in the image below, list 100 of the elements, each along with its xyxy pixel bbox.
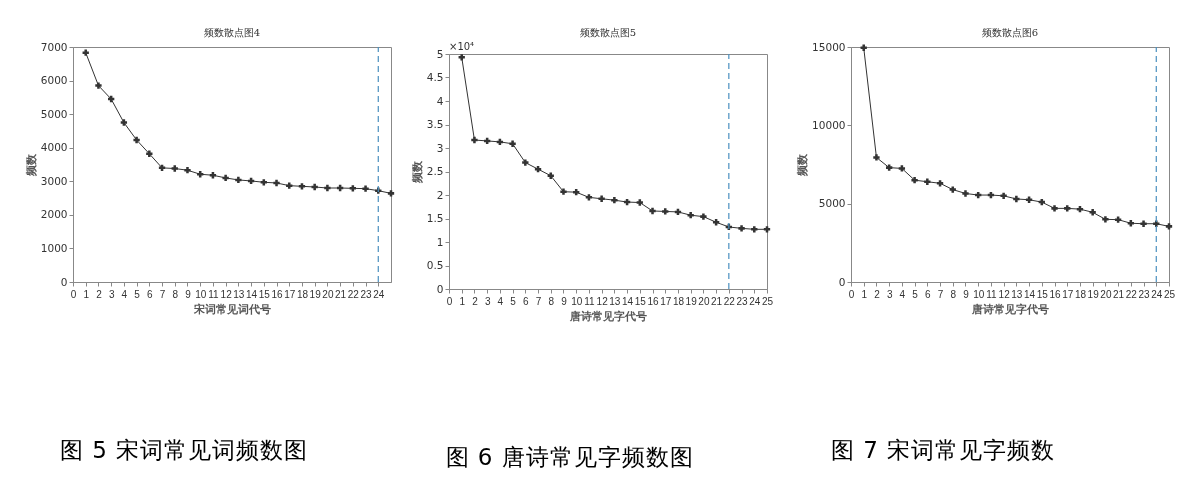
x-tick-label: 4 [899,288,906,300]
x-tick-label: 22 [723,295,735,307]
x-tick-label: 23 [360,288,373,300]
x-tick-label: 7 [535,295,542,307]
point [1165,223,1173,230]
x-tick-label: 8 [950,288,957,300]
x-tick-label: 0 [446,295,453,307]
x-tick-label: 5 [912,288,919,300]
point [260,179,267,186]
x-tick-label: 23 [736,295,748,307]
x-tick-label: 11 [986,288,998,300]
x-tick-label: 1 [861,288,868,300]
point [171,165,178,172]
x-tick-label: 2 [471,295,478,307]
y-tick-label: 10000 [812,118,846,131]
x-tick-label: 11 [208,288,220,300]
x-tick-label: 16 [271,288,284,300]
point [1051,205,1058,212]
x-tick-label: 17 [1062,288,1074,300]
x-tick-label: 14 [1024,288,1036,300]
point [470,136,478,144]
y-tick-label: 4 [436,94,444,107]
point [235,176,242,184]
x-tick-label: 20 [322,288,334,300]
point [324,184,331,192]
x-tick-label: 13 [1011,288,1023,300]
point [387,190,395,197]
point [521,159,528,166]
x-tick-label: 10 [195,288,207,300]
y-tick-label: 0 [838,275,846,288]
point [362,185,369,192]
point [597,195,605,202]
x-tick-label: 1 [458,295,465,307]
point [737,225,745,232]
x-tick-label: 15 [634,295,646,307]
point [458,54,465,61]
x-tick-label: 22 [1125,288,1138,300]
point [873,154,880,161]
point [1000,192,1007,199]
x-tick-label: 2 [874,288,881,300]
x-tick-label: 16 [646,295,659,307]
point [648,207,656,215]
x-tick-label: 12 [220,288,233,300]
point [120,119,128,126]
point [209,172,217,179]
point [1127,220,1134,227]
y-axis-title: 频数 [24,153,38,177]
x-tick-label: 24 [748,295,761,307]
x-tick-label: 22 [347,288,360,300]
point [133,136,140,144]
x-tick-label: 3 [484,295,491,307]
x-tick-label: 18 [296,288,309,300]
point [508,140,516,147]
x-tick-label: 0 [70,288,77,300]
point [636,199,643,206]
point [311,183,318,191]
point [273,179,280,187]
x-tick-label: 24 [373,288,385,300]
y-tick-label: 5000 [818,197,846,210]
x-tick-label: 17 [659,295,672,307]
chart-title: 频数散点图5 [579,27,636,38]
point [860,44,867,51]
point [699,213,707,220]
x-tick-label: 6 [925,288,932,300]
point [286,182,293,189]
y-tick-label: 2 [436,188,443,201]
point [559,188,567,195]
y-tick-label: 2000 [40,208,68,221]
point [1102,216,1109,223]
x-tick-label: 3 [108,288,115,300]
x-tick-label: 6 [522,295,529,307]
y-tick-label: 0.5 [426,259,443,271]
x-tick-label: 21 [335,288,347,300]
x-tick-label: 12 [998,288,1011,300]
point [95,82,102,89]
x-tick-label: 7 [937,288,944,300]
y-tick-label: 1.5 [426,212,443,224]
point [924,178,931,185]
point [1025,196,1033,203]
x-tick-label: 17 [284,288,296,300]
point [949,186,956,193]
x-tick-label: 19 [685,295,697,307]
y-tick-label: 5 [436,47,443,60]
point [197,171,204,178]
x-tick-label: 25 [1163,288,1176,300]
x-tick-label: 15 [1036,288,1049,300]
x-tick-label: 12 [596,295,608,307]
point [349,185,356,192]
x-tick-label: 3 [886,288,893,300]
x-tick-label: 5 [134,288,141,300]
y-tick-label: 2.5 [426,165,443,177]
y-tick-label: 15000 [812,40,846,53]
x-tick-label: 13 [233,288,245,300]
point [712,219,719,226]
point [962,190,969,197]
y-tick-label: 3000 [40,174,68,187]
point [886,164,893,171]
text: 图 5 宋词常见词频数图 [59,436,310,465]
x-axis-title: 唐诗常见字代号 [971,302,1049,316]
y-axis-title: 频数 [410,160,424,184]
